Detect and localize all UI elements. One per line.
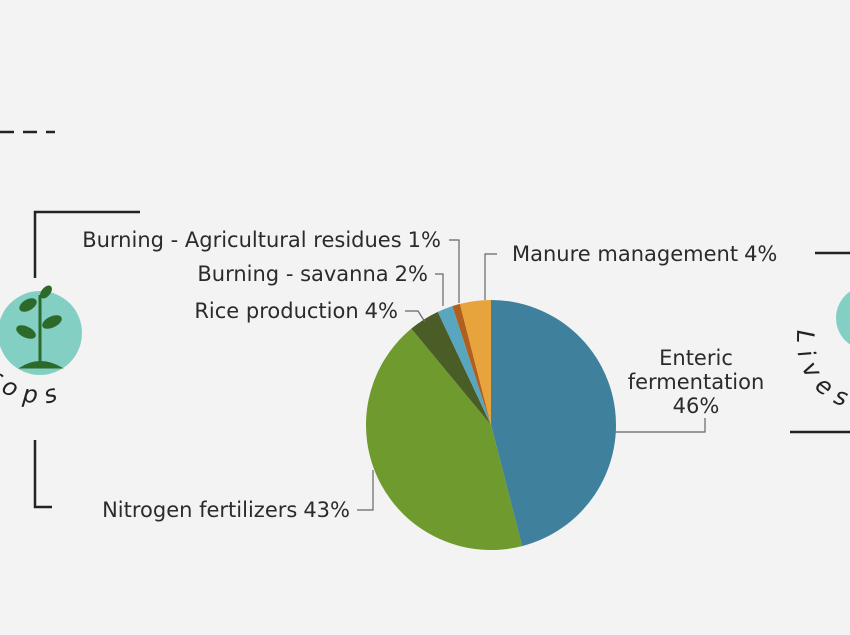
category-label: Rice production bbox=[194, 299, 359, 323]
plant-icon bbox=[16, 285, 64, 369]
bracket bbox=[33, 440, 52, 509]
leader-line bbox=[484, 253, 497, 300]
leader-line bbox=[449, 239, 460, 303]
category-label: Manure management bbox=[512, 242, 739, 266]
value-label: 1% bbox=[407, 228, 441, 252]
bracket bbox=[33, 210, 140, 278]
slice-label: Burning - savanna 2% bbox=[197, 262, 428, 286]
pie-slice bbox=[459, 300, 491, 425]
leader-line bbox=[357, 470, 374, 511]
slice-label: Burning - Agricultural residues 1% bbox=[82, 228, 441, 252]
pie-slice bbox=[366, 328, 523, 550]
value-label: 43% bbox=[303, 498, 350, 522]
slice-label: Rice production 4% bbox=[194, 299, 398, 323]
slice-label: Manure management 4% bbox=[512, 242, 777, 266]
leader-line bbox=[435, 273, 444, 306]
pie-slice bbox=[437, 306, 491, 425]
category-label: Burning - savanna bbox=[197, 262, 389, 286]
value-label: 4% bbox=[364, 299, 398, 323]
category-label: Enteric fermentation bbox=[627, 346, 765, 394]
value-label: 4% bbox=[744, 242, 778, 266]
value-label: 46% bbox=[672, 394, 720, 418]
slice-label: Nitrogen fertilizers 43% bbox=[102, 498, 350, 522]
leader-line bbox=[405, 310, 426, 323]
pie-slice bbox=[491, 300, 617, 547]
pie bbox=[366, 300, 617, 550]
value-label: 2% bbox=[394, 262, 428, 286]
slice-label: Enteric fermentation 46% bbox=[611, 346, 781, 418]
pie-slice bbox=[411, 311, 491, 425]
category-label: Nitrogen fertilizers bbox=[102, 498, 298, 522]
category-label: Burning - Agricultural residues bbox=[82, 228, 402, 252]
pie-slice bbox=[452, 303, 491, 425]
livestock-icon bbox=[836, 291, 850, 345]
leader-line bbox=[615, 418, 706, 433]
